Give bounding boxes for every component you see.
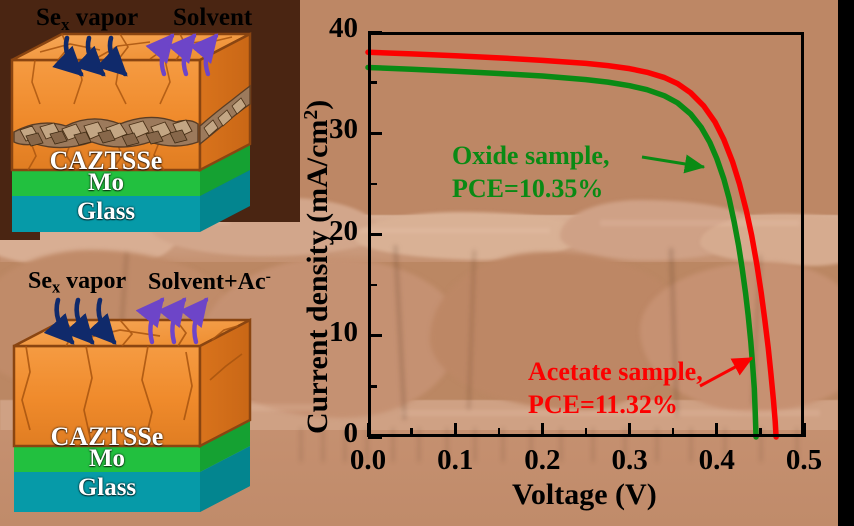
- curve-acetate-sample: [365, 49, 779, 440]
- y-axis-title: Current density (mA/cm2): [300, 100, 335, 434]
- sem-highlight: [400, 410, 820, 416]
- sem-striation: [796, 428, 798, 462]
- sem-striation: [344, 428, 346, 462]
- sem-striation: [474, 428, 476, 462]
- sem-striation: [418, 428, 420, 462]
- y-tick-label: 30: [329, 113, 358, 146]
- sem-striation: [392, 428, 394, 462]
- sem-striation: [724, 428, 726, 462]
- sem-highlight: [330, 228, 550, 233]
- x-major-tick: [628, 423, 632, 437]
- sex-vapor-label-1-sub: x: [61, 14, 70, 34]
- jv-curves: [365, 49, 779, 440]
- sem-striation: [592, 428, 594, 462]
- y-tick-label: 40: [329, 12, 358, 44]
- fine-grain-residue-layer: [13, 84, 251, 149]
- solvent-acetate-label-2-base: Solvent+Ac: [148, 268, 266, 295]
- sem-striation: [300, 428, 302, 462]
- y-axis-title-text: Current density (mA/cm: [300, 119, 334, 434]
- sex-vapor-label-2-base: Se: [28, 268, 52, 294]
- sem-striation: [446, 428, 448, 462]
- x-minor-tick: [672, 428, 675, 437]
- x-minor-tick: [497, 428, 500, 437]
- acetate-annotation-leader: [699, 356, 754, 388]
- sex-vapor-label-2-rest: vapor: [60, 268, 127, 294]
- oxide-annotation-line2: PCE=10.35%: [452, 173, 604, 203]
- y-major-tick: [368, 30, 382, 34]
- sem-highlight: [600, 220, 800, 226]
- y-tick-label: 10: [329, 315, 358, 348]
- sem-striation: [624, 428, 626, 462]
- sem-striation: [366, 428, 368, 462]
- acetate-sample-annotation: Acetate sample, PCE=11.32%: [528, 356, 703, 421]
- x-major-tick: [802, 423, 806, 437]
- annotation-leaders: [641, 154, 754, 388]
- y-axis-title-end: ): [300, 99, 334, 110]
- y-tick-label: 0: [343, 417, 359, 449]
- sem-striation: [560, 428, 562, 462]
- oxide-sample-annotation: Oxide sample, PCE=10.35%: [452, 140, 609, 205]
- sex-vapor-arrows: [43, 297, 117, 345]
- sex-vapor-label-1: Sex vapor: [36, 4, 138, 35]
- y-minor-tick: [368, 182, 377, 186]
- layer-absorber-caztsse: [12, 317, 252, 449]
- x-tick-label: 0.2: [524, 444, 561, 476]
- x-tick-label: 0.1: [437, 444, 474, 476]
- x-tick-label: 0.3: [611, 444, 648, 476]
- y-major-tick: [368, 334, 382, 338]
- y-major-tick: [368, 435, 382, 439]
- x-axis-title: Voltage (V): [512, 478, 657, 511]
- sem-striation: [656, 428, 658, 462]
- solvent-acetate-arrows: [135, 297, 209, 345]
- y-minor-tick: [368, 385, 377, 388]
- y-minor-tick: [368, 283, 377, 287]
- right-black-margin: [838, 0, 854, 526]
- x-minor-tick: [584, 428, 588, 437]
- oxide-annotation-leader: [641, 154, 706, 174]
- sex-vapor-arrows: [52, 35, 128, 77]
- diagram-acetate-sample: [12, 297, 252, 512]
- x-major-tick: [540, 423, 544, 437]
- layer-absorber-caztsse: [10, 31, 252, 173]
- sex-vapor-label-2: Sex vapor: [28, 268, 126, 298]
- y-major-tick: [368, 131, 382, 135]
- y-tick-label: 20: [329, 214, 358, 247]
- x-tick-label: 0.4: [698, 444, 735, 476]
- sem-striation: [530, 428, 532, 462]
- solvent-acetate-label-2-sup: -: [265, 268, 271, 285]
- x-tick-label: 0.0: [349, 444, 387, 476]
- sem-striation: [322, 428, 324, 462]
- sem-striation: [502, 428, 504, 462]
- x-tick-label: 0.5: [785, 444, 823, 476]
- sem-grain: [700, 214, 854, 266]
- acetate-annotation-line1: Acetate sample,: [528, 357, 703, 386]
- x-major-tick: [715, 423, 719, 437]
- acetate-annotation-line2: PCE=11.32%: [528, 389, 678, 419]
- diagram-oxide-sample: [10, 31, 252, 232]
- sem-striation: [690, 428, 692, 462]
- x-minor-tick: [759, 428, 762, 437]
- sex-vapor-label-1-rest: vapor: [69, 4, 139, 31]
- curve-oxide-sample: [365, 64, 759, 440]
- oxide-annotation-line1: Oxide sample,: [452, 141, 610, 170]
- solvent-arrows: [145, 33, 219, 77]
- y-minor-tick: [368, 81, 377, 84]
- solvent-label-1: Solvent: [173, 4, 253, 31]
- y-axis-title-sup: 2: [300, 109, 322, 120]
- x-minor-tick: [410, 428, 413, 437]
- y-major-tick: [368, 233, 382, 236]
- sex-vapor-label-2-sub: x: [52, 277, 61, 297]
- x-major-tick: [453, 423, 457, 437]
- sem-grain: [430, 252, 680, 410]
- sem-striation: [760, 428, 762, 462]
- x-major-tick: [366, 423, 370, 437]
- solvent-acetate-label-2: Solvent+Ac-: [148, 268, 271, 296]
- sex-vapor-label-1-base: Se: [36, 4, 61, 31]
